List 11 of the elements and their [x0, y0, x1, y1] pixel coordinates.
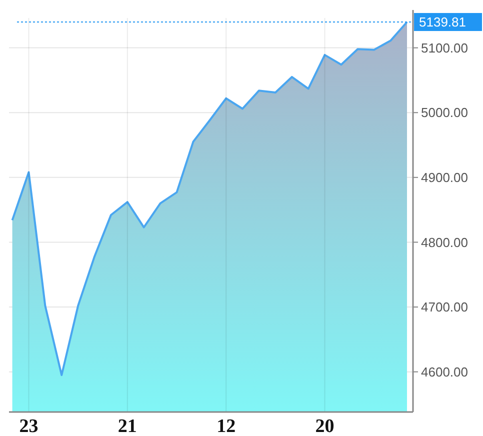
y-tick-label: 4800.00: [421, 234, 468, 250]
x-tick-label: 23: [19, 416, 38, 436]
y-tick-label: 4600.00: [421, 364, 468, 380]
x-tick-label: 12: [216, 416, 236, 436]
x-tick-label: 21: [118, 416, 137, 436]
y-tick-label: 5000.00: [421, 105, 468, 120]
ref-line-label: 5139.81: [419, 14, 466, 30]
y-tick-label: 4900.00: [421, 170, 468, 185]
y-tick-label: 4700.00: [421, 300, 468, 315]
y-tick-label: 5100.00: [421, 40, 468, 56]
x-tick-label: 20: [315, 416, 334, 436]
